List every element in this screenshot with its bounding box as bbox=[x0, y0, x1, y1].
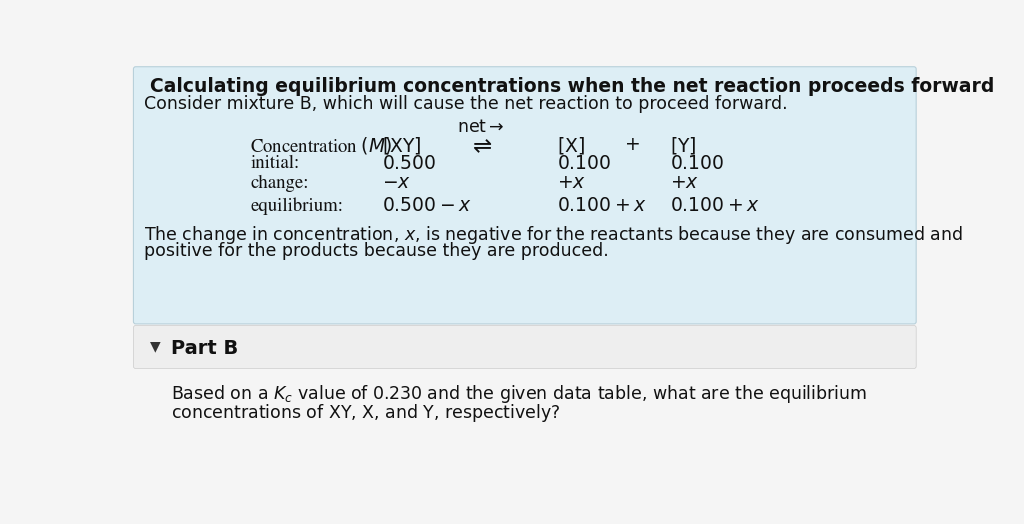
Text: $\rightleftharpoons$: $\rightleftharpoons$ bbox=[468, 135, 493, 158]
Text: $+x$: $+x$ bbox=[671, 176, 699, 192]
Text: positive for the products because they are produced.: positive for the products because they a… bbox=[143, 242, 608, 259]
Text: initial:: initial: bbox=[251, 155, 300, 172]
Text: $0.100 + x$: $0.100 + x$ bbox=[671, 197, 761, 215]
Text: $0.100$: $0.100$ bbox=[557, 155, 611, 173]
Text: $+$: $+$ bbox=[624, 135, 640, 154]
Text: ▼: ▼ bbox=[150, 340, 161, 353]
Text: concentrations of $\mathrm{XY}$, $\mathrm{X}$, and $\mathrm{Y}$, respectively?: concentrations of $\mathrm{XY}$, $\mathr… bbox=[171, 402, 560, 424]
Text: equilibrium:: equilibrium: bbox=[251, 197, 343, 214]
Text: $-x$: $-x$ bbox=[382, 176, 412, 192]
Text: $0.500 - x$: $0.500 - x$ bbox=[382, 197, 472, 215]
Text: Concentration $(M)$: Concentration $(M)$ bbox=[251, 135, 392, 156]
Text: Part B: Part B bbox=[171, 340, 238, 358]
Text: $+x$: $+x$ bbox=[557, 176, 586, 192]
Text: $[\mathrm{XY}]$: $[\mathrm{XY}]$ bbox=[382, 135, 422, 156]
Text: change:: change: bbox=[251, 176, 309, 192]
Text: $0.100$: $0.100$ bbox=[671, 155, 725, 173]
Text: Calculating equilibrium concentrations when the net reaction proceeds forward: Calculating equilibrium concentrations w… bbox=[150, 77, 994, 96]
FancyBboxPatch shape bbox=[136, 372, 913, 460]
Text: $\mathrm{net}{\rightarrow}$: $\mathrm{net}{\rightarrow}$ bbox=[457, 117, 505, 136]
Text: $[\mathrm{X}]$: $[\mathrm{X}]$ bbox=[557, 135, 585, 156]
Text: $0.100 + x$: $0.100 + x$ bbox=[557, 197, 646, 215]
Text: $0.500$: $0.500$ bbox=[382, 155, 436, 173]
Text: The change in concentration, $x$, is negative for the reactants because they are: The change in concentration, $x$, is neg… bbox=[143, 224, 963, 246]
FancyBboxPatch shape bbox=[133, 67, 916, 324]
FancyBboxPatch shape bbox=[133, 325, 916, 368]
Text: Consider mixture B, which will cause the net reaction to proceed forward.: Consider mixture B, which will cause the… bbox=[143, 95, 787, 113]
Text: $[\mathrm{Y}]$: $[\mathrm{Y}]$ bbox=[671, 135, 697, 156]
Text: Based on a $K_c$ value of 0.230 and the given data table, what are the equilibri: Based on a $K_c$ value of 0.230 and the … bbox=[171, 383, 866, 405]
